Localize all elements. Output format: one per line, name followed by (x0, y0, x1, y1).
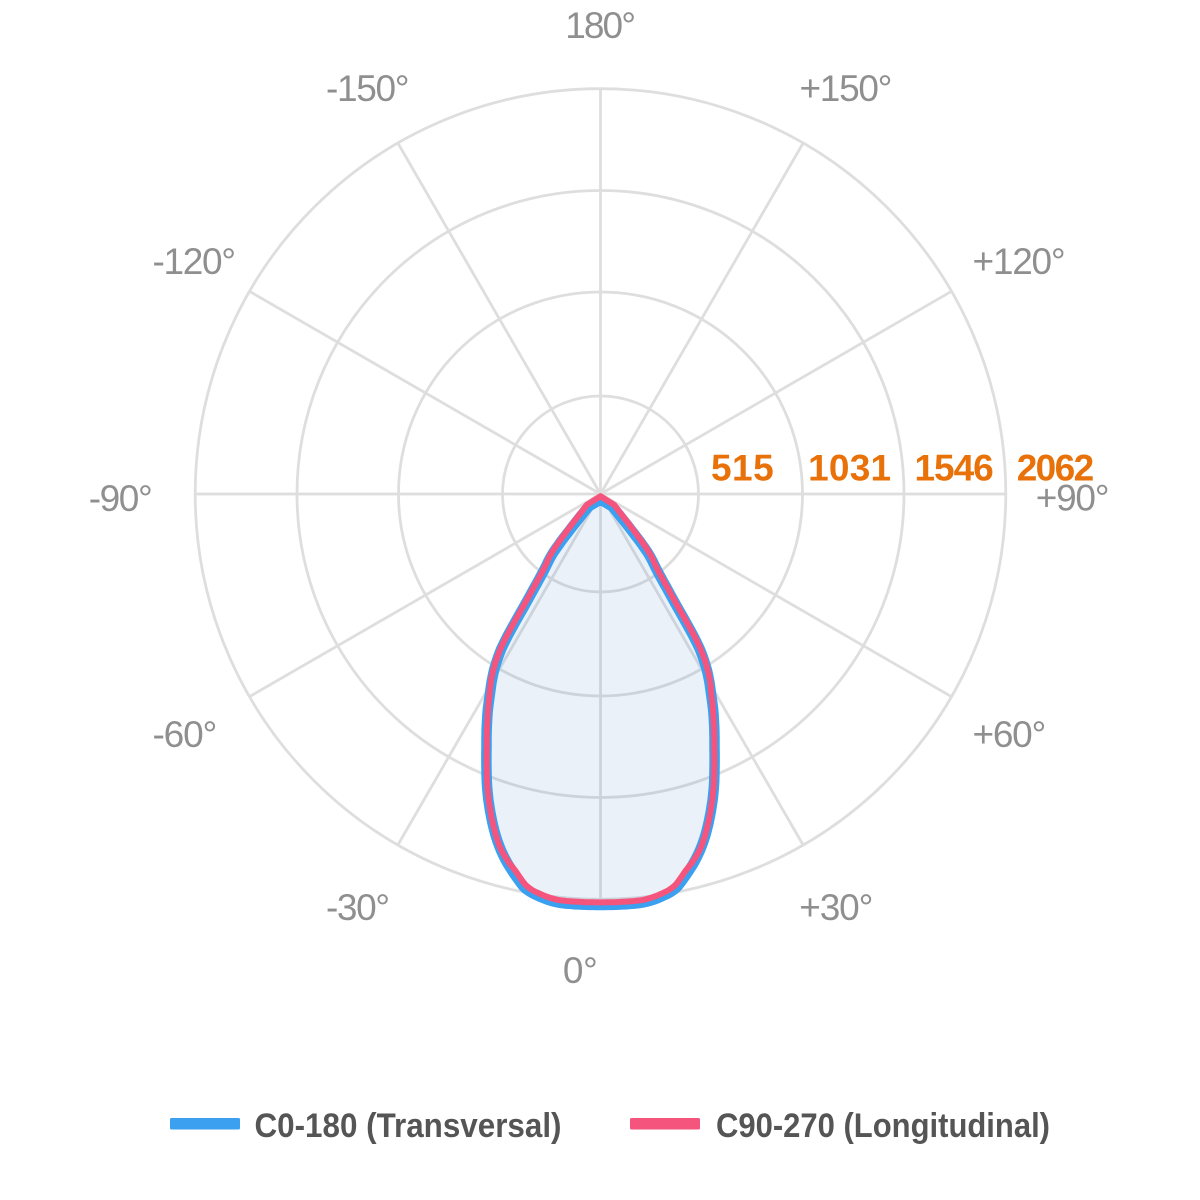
svg-text:+120°: +120° (973, 241, 1066, 282)
svg-text:-90°: -90° (89, 478, 153, 519)
svg-text:C90-270 (Longitudinal): C90-270 (Longitudinal) (716, 1107, 1050, 1145)
svg-text:-150°: -150° (326, 68, 410, 109)
svg-text:+90°: +90° (1036, 478, 1110, 519)
svg-text:1546: 1546 (914, 448, 993, 489)
svg-text:515: 515 (711, 448, 774, 489)
svg-text:-60°: -60° (153, 714, 218, 755)
svg-text:+60°: +60° (973, 714, 1047, 755)
svg-text:180°: 180° (565, 5, 636, 46)
svg-text:-30°: -30° (326, 887, 390, 928)
svg-text:C0-180 (Transversal): C0-180 (Transversal) (255, 1107, 562, 1145)
svg-text:0°: 0° (563, 950, 598, 991)
svg-text:2062: 2062 (1017, 448, 1095, 489)
svg-text:-120°: -120° (153, 241, 236, 282)
svg-text:+150°: +150° (799, 68, 892, 109)
svg-text:+30°: +30° (799, 887, 873, 928)
svg-text:1031: 1031 (808, 448, 891, 489)
